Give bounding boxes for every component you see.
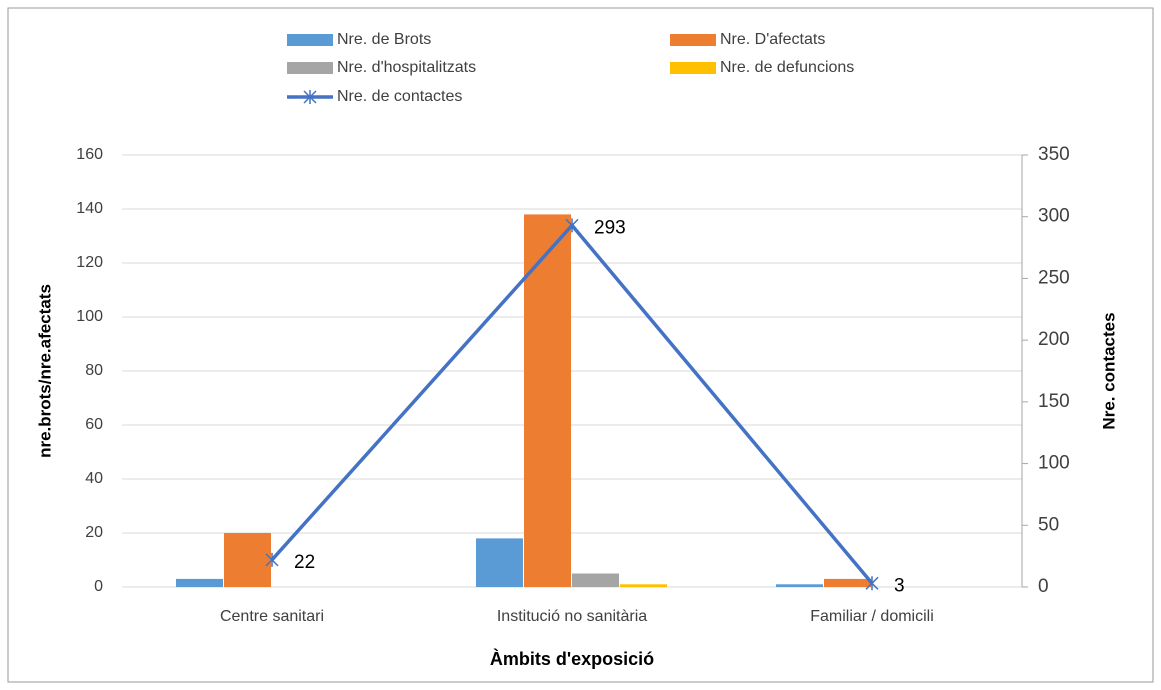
bar bbox=[524, 214, 571, 587]
y-tick-label: 20 bbox=[85, 524, 103, 541]
data-label: 293 bbox=[594, 217, 626, 238]
y-tick-label: 160 bbox=[76, 146, 103, 163]
bar bbox=[776, 584, 823, 587]
y2-tick-label: 50 bbox=[1038, 514, 1059, 535]
y2-tick-label: 0 bbox=[1038, 576, 1049, 597]
chart-frame bbox=[7, 7, 1154, 683]
bar bbox=[476, 538, 523, 587]
y2-tick-label: 200 bbox=[1038, 329, 1070, 350]
x-axis-title: Àmbits d'exposició bbox=[490, 648, 654, 669]
legend-swatch bbox=[287, 62, 333, 74]
y-tick-label: 120 bbox=[76, 254, 103, 271]
line-marker bbox=[865, 576, 879, 591]
y-tick-label: 80 bbox=[85, 362, 103, 379]
y2-axis-title: Nre. contactes bbox=[1099, 312, 1118, 429]
legend-swatch bbox=[287, 34, 333, 46]
y-tick-label: 140 bbox=[76, 200, 103, 217]
bar bbox=[572, 573, 619, 587]
y2-tick-label: 150 bbox=[1038, 391, 1070, 412]
bar bbox=[176, 578, 223, 587]
data-label: 22 bbox=[294, 552, 315, 573]
x-tick-label: Familiar / domicili bbox=[810, 608, 934, 625]
legend-swatch bbox=[670, 62, 716, 74]
y2-tick-label: 350 bbox=[1038, 144, 1070, 165]
legend-label: Nre. de Brots bbox=[337, 31, 431, 48]
bar bbox=[224, 533, 271, 587]
legend-label: Nre. de contactes bbox=[337, 88, 462, 105]
y-tick-label: 40 bbox=[85, 470, 103, 487]
bar bbox=[824, 578, 871, 587]
line-marker bbox=[565, 218, 579, 233]
legend-marker bbox=[303, 90, 317, 104]
y-tick-label: 60 bbox=[85, 416, 103, 433]
x-tick-label: Centre sanitari bbox=[220, 608, 324, 625]
y-tick-label: 0 bbox=[94, 578, 103, 595]
bar bbox=[620, 584, 667, 587]
data-label: 3 bbox=[894, 575, 905, 596]
legend-label: Nre. d'hospitalitzats bbox=[337, 59, 476, 76]
legend-swatch bbox=[670, 34, 716, 46]
x-tick-label: Institució no sanitària bbox=[497, 608, 647, 625]
legend-label: Nre. de defuncions bbox=[720, 59, 854, 76]
y2-tick-label: 100 bbox=[1038, 453, 1070, 474]
y2-tick-label: 250 bbox=[1038, 267, 1070, 288]
y2-tick-label: 300 bbox=[1038, 206, 1070, 227]
legend-label: Nre. D'afectats bbox=[720, 31, 825, 48]
line-marker bbox=[265, 552, 279, 567]
y-tick-label: 100 bbox=[76, 308, 103, 325]
y-axis-title: nre.brots/nre.afectats bbox=[35, 284, 54, 458]
